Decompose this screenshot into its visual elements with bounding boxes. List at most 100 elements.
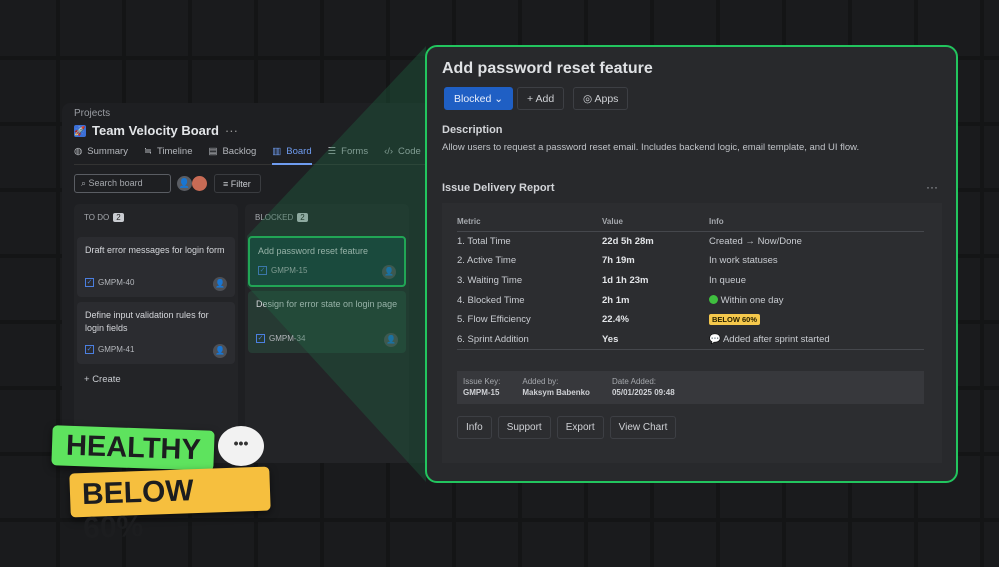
tab-label: Timeline xyxy=(156,146,193,157)
healthy-sticker: HEALTHY xyxy=(51,425,215,471)
metric: 6. Sprint Addition xyxy=(457,329,602,350)
checkbox-icon: ✓ xyxy=(256,334,265,343)
header-info: Info xyxy=(709,217,924,232)
info: Created → Now/Done xyxy=(709,236,802,248)
avatar-user[interactable] xyxy=(192,176,207,191)
rocket-icon: 🚀 xyxy=(74,124,86,137)
status-dropdown[interactable]: Blocked ⌄ xyxy=(444,87,514,110)
metric: 4. Blocked Time xyxy=(457,294,525,306)
value: 22.4% xyxy=(602,314,629,326)
tab-backlog[interactable]: ▤ Backlog xyxy=(208,146,256,164)
table-row: 3. Waiting Time 1d 1h 23m In queue xyxy=(457,271,924,291)
add-button[interactable]: + Add xyxy=(517,87,565,110)
meta-value: Maksym Babenko xyxy=(522,388,590,397)
description-heading: Description xyxy=(442,124,503,136)
filter-button[interactable]: ≡ Filter xyxy=(214,174,261,193)
table-row: 6. Sprint Addition Yes 💬 Added after sprin… xyxy=(457,329,924,350)
meta-added-by: Added by: Maksym Babenko xyxy=(522,377,590,398)
report-card: Metric Value Info 1. Total Time 22d 5h 28m C… xyxy=(442,203,942,463)
value: 2h 1m xyxy=(602,294,630,306)
card-title: Define input validation rules for login … xyxy=(85,310,209,333)
view-chart-button[interactable]: View Chart xyxy=(609,416,677,439)
issue-title: Add password reset feature xyxy=(442,60,653,77)
column-count: 2 xyxy=(297,213,308,222)
table-row: 1. Total Time 22d 5h 28m Created → Now/Don… xyxy=(457,232,924,252)
value: Yes xyxy=(602,329,709,350)
column-header: BLOCKED 2 xyxy=(255,213,308,222)
issue-card[interactable]: Draft error messages for login form ✓ GMPM… xyxy=(77,237,235,297)
speech-bubble-icon: ••• xyxy=(218,426,264,466)
meta-label: Issue Key: xyxy=(463,377,501,386)
more-icon[interactable]: ··· xyxy=(926,180,938,194)
metric: 5. Flow Efficiency xyxy=(457,314,531,326)
search-input[interactable]: ⌕ Search board xyxy=(74,174,171,193)
tab-timeline[interactable]: ≒ Timeline xyxy=(144,146,193,164)
add-label: Add xyxy=(535,93,555,105)
green-circle-icon xyxy=(709,294,718,304)
forms-icon: ☰ xyxy=(327,146,337,157)
card-key: GMPM-34 xyxy=(269,334,306,343)
column-count: 2 xyxy=(113,213,124,222)
assignee-avatar[interactable]: 👤 xyxy=(213,344,227,358)
tab-forms[interactable]: ☰ Forms xyxy=(328,146,368,164)
apps-label: Apps xyxy=(594,93,619,105)
info: In work statuses xyxy=(709,255,778,267)
more-icon[interactable]: ··· xyxy=(224,123,238,138)
info-button[interactable]: Info xyxy=(457,416,492,439)
assignee-avatar[interactable]: 👤 xyxy=(384,333,398,347)
issue-detail-panel: Add password reset feature Blocked ⌄ + A… xyxy=(425,45,958,483)
export-button[interactable]: Export xyxy=(556,416,604,439)
column-blocked: BLOCKED 2 Add password reset feature ✓ GMPM… xyxy=(245,204,409,463)
search-placeholder: Search board xyxy=(88,178,143,188)
issue-card[interactable]: Define input validation rules for login … xyxy=(77,302,235,364)
create-button[interactable]: + Create xyxy=(84,374,121,385)
table-row: 5. Flow Efficiency 22.4% BELOW 60% xyxy=(457,310,924,330)
issue-card-selected[interactable]: Add password reset feature ✓ GMPM-15 👤 xyxy=(248,236,406,287)
header-metric: Metric xyxy=(457,217,602,232)
apps-button[interactable]: ◎ Apps xyxy=(573,87,629,110)
meta-value: 05/01/2025 09:48 xyxy=(611,388,675,397)
status-label: Blocked xyxy=(454,93,492,105)
meta-key: Issue Key: GMPM-15 xyxy=(463,377,500,398)
breadcrumb[interactable]: Projects xyxy=(74,108,111,119)
tab-label: Summary xyxy=(87,146,128,157)
filter-icon: ≡ xyxy=(223,179,231,189)
value: 22d 5h 28m xyxy=(602,236,654,248)
meta-label: Date Added: xyxy=(611,377,656,386)
info: In queue xyxy=(709,274,746,286)
tab-label: Code xyxy=(398,146,421,157)
checkbox-icon: ✓ xyxy=(85,345,94,354)
issue-card[interactable]: Design for error state on login page ✓ GMP… xyxy=(248,291,406,353)
tab-label: Forms xyxy=(341,146,369,157)
code-icon: ‹/› xyxy=(384,146,394,157)
tab-label: Backlog xyxy=(222,146,257,157)
metrics-table: Metric Value Info 1. Total Time 22d 5h 28m C… xyxy=(457,217,924,350)
assignee-avatar[interactable]: 👤 xyxy=(213,277,227,291)
below-60-sticker: BELOW 60% xyxy=(69,466,271,545)
column-todo: TO DO 2 Draft error messages for login fo… xyxy=(74,204,238,463)
card-title: Design for error state on login page xyxy=(256,299,398,309)
assignee-avatar[interactable]: 👤 xyxy=(382,265,396,279)
tab-summary[interactable]: ◍ Summary xyxy=(74,146,128,164)
info: BELOW 60% xyxy=(709,310,924,330)
metric: 2. Active Time xyxy=(457,255,517,267)
apps-icon: ◎ xyxy=(583,93,595,105)
table-row: 2. Active Time 7h 19m In work statuses xyxy=(457,251,924,271)
board-panel: Projects 🚀 Team Velocity Board ··· ◍ Summar… xyxy=(62,103,432,463)
checkbox-icon: ✓ xyxy=(85,278,94,287)
avatar-unassigned[interactable]: 👤 xyxy=(177,176,192,191)
info: Within one day xyxy=(709,290,924,310)
card-key: GMPM-15 xyxy=(271,266,308,275)
filter-label: Filter xyxy=(230,179,251,189)
tab-label: Board xyxy=(286,146,312,157)
meta-date: Date Added: 05/01/2025 09:48 xyxy=(612,377,675,398)
board-icon: ▥ xyxy=(272,146,282,157)
table-row: 4. Blocked Time 2h 1m Within one day xyxy=(457,290,924,310)
description-text: Allow users to request a password reset … xyxy=(442,142,860,153)
create-label: Create xyxy=(92,374,121,385)
support-button[interactable]: Support xyxy=(497,416,551,439)
column-header: TO DO 2 xyxy=(84,213,124,222)
tab-board[interactable]: ▥ Board xyxy=(272,146,312,165)
tab-code[interactable]: ‹/› Code xyxy=(384,146,421,164)
below-60-badge: BELOW 60% xyxy=(709,314,761,326)
